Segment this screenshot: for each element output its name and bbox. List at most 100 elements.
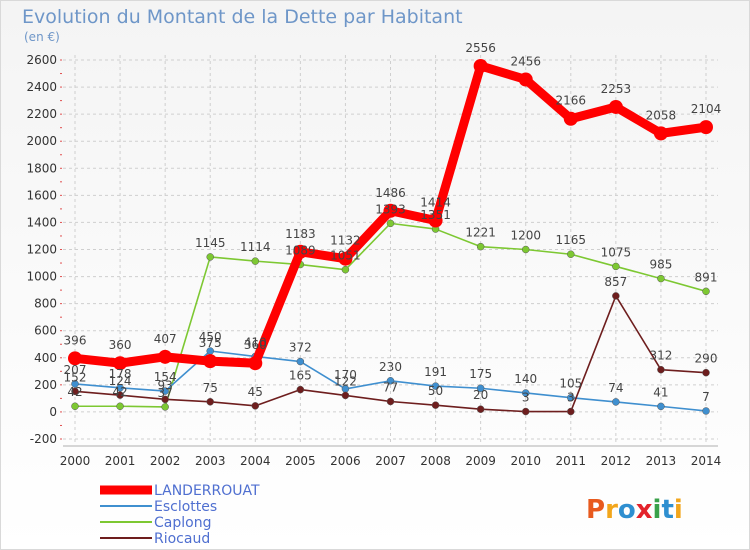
data-point — [161, 403, 169, 411]
data-label: 3 — [522, 391, 530, 405]
data-point — [521, 389, 530, 397]
legend-label: Caplong — [154, 515, 211, 531]
data-label: 140 — [514, 372, 537, 386]
x-tick-label: 2006 — [330, 454, 361, 468]
data-point — [161, 387, 169, 395]
data-point — [702, 287, 710, 296]
x-tick-label: 2011 — [556, 454, 587, 468]
logo-letter: P — [586, 495, 605, 525]
data-label: 375 — [199, 336, 222, 350]
data-label: 407 — [154, 332, 177, 346]
data-label: 2456 — [510, 54, 541, 68]
data-label: 77 — [383, 381, 398, 395]
y-axis: -200 0 200 400 600 800 1000 1200 1400 1600 1800 200… — [26, 53, 62, 446]
chart-title: Evolution du Montant de la Dette par Hab… — [22, 6, 463, 28]
data-point — [251, 257, 260, 265]
data-label: 41 — [653, 385, 668, 399]
data-point — [612, 292, 620, 300]
data-point — [702, 407, 710, 415]
data-point — [341, 391, 350, 400]
data-label: 2058 — [646, 108, 677, 122]
data-point — [206, 398, 214, 406]
data-label: 1200 — [510, 229, 541, 243]
y-tick-label: 1600 — [26, 188, 57, 202]
logo-letter: x — [636, 495, 653, 525]
x-tick-label: 2012 — [601, 454, 632, 468]
data-point — [383, 203, 398, 218]
y-tick-label: 1800 — [26, 161, 57, 175]
data-point — [567, 393, 575, 402]
y-tick-label: 0 — [49, 405, 57, 419]
data-point — [428, 213, 443, 228]
data-label: 1114 — [240, 240, 271, 254]
x-tick-label: 2005 — [285, 454, 316, 468]
x-tick-label: 2009 — [465, 454, 496, 468]
data-point — [431, 401, 440, 409]
data-point — [248, 356, 263, 371]
data-label: 450 — [199, 330, 222, 344]
y-tick-label: 600 — [34, 324, 57, 338]
data-label: 410 — [244, 335, 267, 349]
data-point — [653, 126, 668, 141]
data-label: 1221 — [465, 226, 496, 240]
data-point — [386, 377, 395, 385]
data-point — [612, 262, 620, 271]
data-label: 396 — [64, 333, 87, 347]
data-point — [206, 253, 214, 261]
series-riocaud — [71, 292, 710, 416]
data-point — [116, 384, 124, 392]
data-point — [71, 380, 79, 388]
legend-label: Esclottes — [154, 499, 217, 515]
data-label: 20 — [473, 388, 488, 402]
data-label: 105 — [559, 377, 582, 391]
data-label: 2556 — [465, 41, 496, 55]
logo-letter: i — [674, 495, 683, 525]
chart-subtitle: (en €) — [24, 30, 60, 44]
data-point — [338, 251, 353, 266]
data-label: 857 — [604, 275, 627, 289]
data-point — [431, 382, 440, 390]
y-tick-label: 2600 — [26, 53, 57, 67]
data-label: 74 — [608, 381, 623, 395]
data-label: 1075 — [601, 245, 632, 259]
series-esclottes — [71, 347, 710, 415]
y-tick-label: 1200 — [26, 243, 57, 257]
y-tick-label: 2200 — [26, 107, 57, 121]
data-label: 1145 — [195, 236, 226, 250]
data-point — [68, 351, 82, 366]
data-label: 2104 — [691, 102, 722, 116]
x-tick-label: 2008 — [420, 454, 451, 468]
data-label: 2166 — [556, 94, 587, 108]
data-label: 50 — [428, 384, 443, 398]
data-point — [341, 265, 350, 274]
legend-label: LANDERROUAT — [154, 483, 260, 499]
y-tick-label: 200 — [34, 378, 57, 392]
x-tick-label: 2007 — [375, 454, 406, 468]
data-label: 37 — [158, 386, 173, 400]
x-tick-label: 2000 — [60, 454, 91, 468]
data-point — [71, 402, 79, 410]
legend-label: Riocaud — [154, 531, 210, 547]
data-point — [251, 402, 260, 410]
data-point — [567, 250, 575, 258]
data-label: 360 — [109, 338, 132, 352]
x-axis: 2000 2001 2002 2003 2004 2005 2006 2007 2008 2009… — [60, 445, 721, 468]
data-point — [71, 387, 79, 396]
data-point — [567, 407, 575, 416]
data-point — [116, 402, 124, 410]
logo-letter: o — [618, 495, 636, 525]
data-point — [161, 395, 169, 404]
data-label: 178 — [109, 367, 132, 381]
data-label: 985 — [649, 258, 672, 272]
data-label: 372 — [289, 341, 312, 355]
data-label: 170 — [334, 368, 357, 382]
data-label: 7 — [702, 390, 710, 404]
data-label: 207 — [64, 363, 87, 377]
data-point — [657, 365, 665, 374]
data-label: 93 — [158, 378, 173, 392]
data-point — [521, 407, 530, 416]
data-label: 191 — [424, 365, 447, 379]
